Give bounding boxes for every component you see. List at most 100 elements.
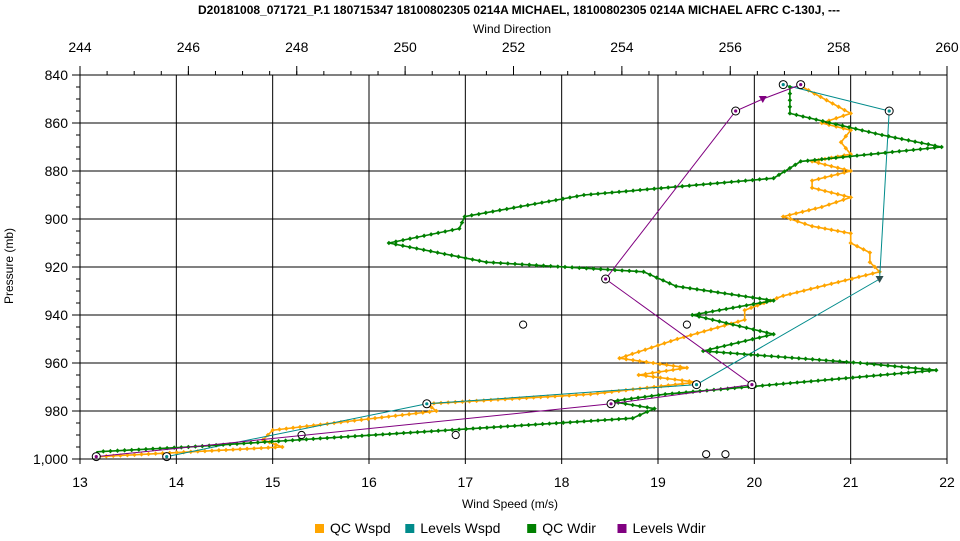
data-point (764, 330, 770, 335)
data-point (595, 418, 601, 423)
data-point (635, 395, 641, 401)
data-point (660, 278, 666, 283)
data-point (658, 185, 664, 191)
legend-item: QC Wspd (315, 520, 391, 536)
data-point (422, 429, 427, 434)
data-point (667, 281, 672, 286)
data-point (108, 448, 113, 454)
legend-item: Levels Wspd (405, 520, 500, 536)
data-point (822, 283, 827, 288)
data-point (671, 363, 676, 369)
data-point (539, 200, 545, 205)
data-point (715, 325, 720, 330)
data-point (449, 427, 455, 433)
y-axis-title: Pressure (mb) (2, 228, 16, 304)
data-point (736, 340, 741, 345)
data-point (393, 413, 398, 419)
data-point (926, 368, 932, 374)
data-point (810, 357, 815, 362)
data-point (553, 197, 559, 203)
data-point (841, 113, 846, 119)
data-point (771, 331, 776, 337)
data-point (609, 417, 615, 422)
data-point (764, 176, 769, 182)
data-point (879, 132, 885, 138)
data-point (750, 336, 755, 342)
data-point (637, 412, 643, 418)
data-point (864, 374, 869, 379)
data-point (856, 274, 862, 280)
data-point (512, 261, 518, 267)
data-point (223, 447, 229, 453)
data-point (470, 257, 475, 262)
data-point (598, 266, 603, 272)
x2-tick-label: 260 (935, 39, 959, 55)
data-point (913, 369, 918, 375)
data-point (290, 437, 295, 443)
data-point (427, 409, 432, 415)
data-point (808, 286, 814, 292)
data-point (687, 380, 692, 386)
data-point (255, 440, 261, 445)
data-point (757, 296, 762, 301)
data-point (892, 371, 897, 377)
x2-axis: 244 246 248 250 252 254 256 258 260 (68, 39, 959, 75)
data-point (643, 373, 649, 379)
data-point-center (425, 402, 429, 406)
data-point (588, 192, 594, 197)
x-tick-label: 13 (72, 474, 88, 490)
data-point (822, 188, 828, 194)
data-point (817, 357, 822, 363)
data-point (435, 250, 440, 255)
data-point (662, 391, 668, 397)
data-point (619, 268, 625, 273)
data-point (146, 451, 151, 457)
legend-swatch (617, 524, 627, 533)
data-point (345, 434, 351, 439)
x2-tick-label: 248 (285, 39, 309, 55)
data-point (652, 406, 657, 411)
data-point (394, 431, 399, 436)
series-levels-wspd (162, 80, 894, 462)
data-point (262, 439, 268, 445)
data-point (906, 138, 911, 143)
data-point (311, 436, 316, 442)
data-point (630, 402, 635, 408)
data-point (540, 421, 545, 427)
data-point (682, 320, 692, 329)
data-point (668, 338, 674, 344)
data-point (469, 213, 474, 218)
data-point (729, 342, 734, 347)
data-point (497, 207, 503, 213)
data-point (723, 306, 729, 312)
data-point (829, 377, 835, 382)
y-tick-label: 980 (45, 403, 69, 419)
data-point (483, 210, 489, 216)
data-point (526, 422, 531, 428)
data-point (477, 425, 483, 431)
data-point (616, 416, 622, 422)
data-point (372, 415, 378, 421)
data-point (533, 422, 538, 427)
data-point (787, 212, 792, 218)
x-tick-label: 18 (554, 474, 570, 490)
data-point (602, 417, 608, 423)
data-point (651, 186, 657, 192)
data-point (787, 111, 793, 116)
data-point (920, 369, 925, 374)
data-point (519, 423, 524, 428)
data-point (662, 341, 667, 346)
data-point (848, 195, 853, 200)
data-point (816, 187, 821, 192)
data-point (696, 314, 702, 319)
data-point (554, 420, 559, 426)
data-point (669, 391, 675, 396)
data-point (304, 423, 310, 429)
data-point (829, 281, 834, 287)
data-point (757, 177, 762, 182)
data-point (899, 364, 904, 370)
data-point (714, 345, 720, 350)
data-point (835, 191, 841, 197)
data-point (750, 295, 755, 300)
data-point (715, 180, 720, 186)
